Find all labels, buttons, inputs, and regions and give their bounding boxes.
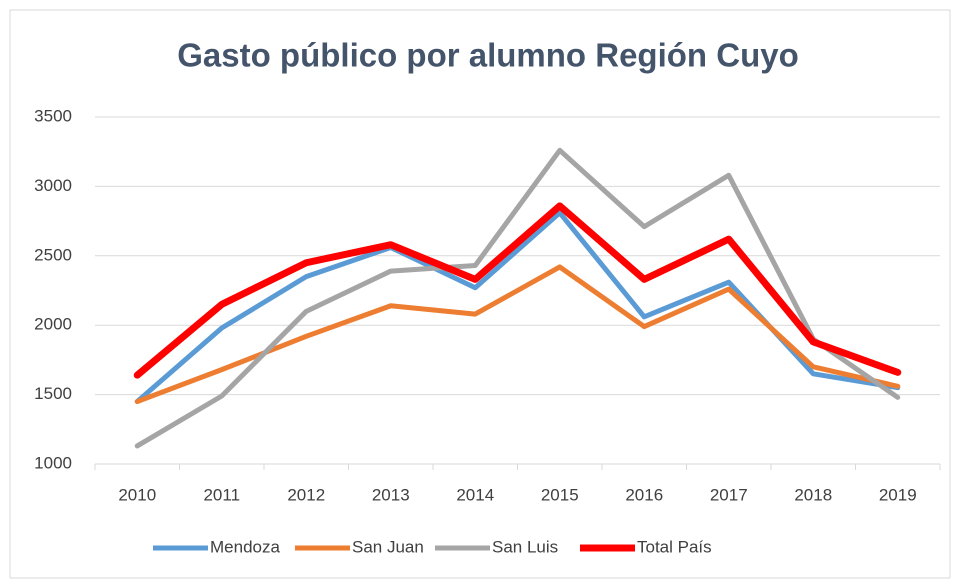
legend-label: Total País xyxy=(637,537,712,556)
x-tick-label: 2010 xyxy=(118,485,156,504)
y-tick-label: 1500 xyxy=(34,384,72,403)
x-tick-label: 2015 xyxy=(541,485,579,504)
chart-title: Gasto público por alumno Región Cuyo xyxy=(177,37,799,74)
y-tick-label: 3500 xyxy=(34,106,72,125)
y-tick-label: 2000 xyxy=(34,315,72,334)
x-tick-label: 2013 xyxy=(372,485,410,504)
y-tick-label: 1000 xyxy=(34,453,72,472)
x-tick-label: 2011 xyxy=(203,485,240,504)
legend-label: San Juan xyxy=(352,537,424,556)
x-tick-label: 2019 xyxy=(879,485,917,504)
x-tick-label: 2018 xyxy=(794,485,832,504)
series-line xyxy=(134,147,901,449)
series-line xyxy=(133,202,902,379)
x-tick-label: 2014 xyxy=(456,485,494,504)
y-tick-label: 2500 xyxy=(34,245,72,264)
legend-label: San Luis xyxy=(492,537,558,556)
legend-label: Mendoza xyxy=(210,537,280,556)
x-tick-label: 2016 xyxy=(625,485,663,504)
x-tick-label: 2012 xyxy=(287,485,325,504)
x-tick-label: 2017 xyxy=(710,485,748,504)
y-tick-label: 3000 xyxy=(34,176,72,195)
chart-frame xyxy=(9,9,951,579)
